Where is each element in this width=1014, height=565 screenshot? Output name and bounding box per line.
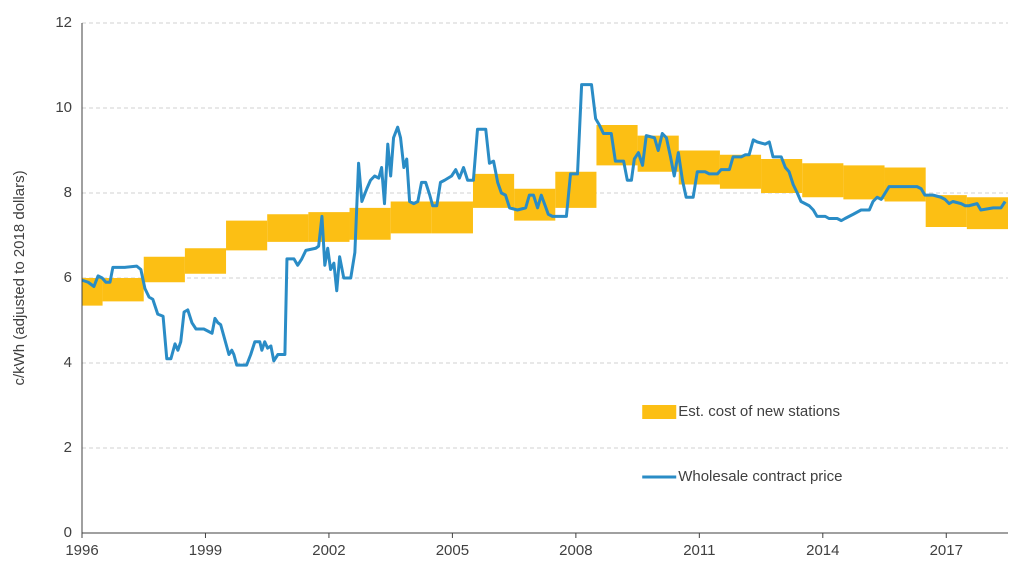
cost-band xyxy=(843,165,885,200)
x-tick-label: 2014 xyxy=(806,542,839,559)
cost-band xyxy=(678,150,720,185)
legend-label: Est. cost of new stations xyxy=(678,403,840,420)
cost-band xyxy=(802,163,844,198)
x-tick-label: 1996 xyxy=(65,542,98,559)
cost-band xyxy=(267,214,309,242)
cost-band xyxy=(102,278,144,302)
x-tick-label: 1999 xyxy=(189,542,222,559)
y-axis-label: c/kWh (adjusted to 2018 dollars) xyxy=(11,170,28,385)
x-tick-label: 2017 xyxy=(930,542,963,559)
price-line xyxy=(81,83,1007,367)
cost-band xyxy=(184,248,227,274)
x-tick-label: 2011 xyxy=(683,542,715,559)
cost-band xyxy=(82,278,103,306)
y-tick-label: 10 xyxy=(55,99,72,116)
legend-swatch xyxy=(642,405,677,419)
y-tick-label: 4 xyxy=(64,354,72,371)
y-tick-label: 8 xyxy=(64,184,72,201)
y-tick-label: 6 xyxy=(64,269,72,286)
cost-band xyxy=(966,197,1008,230)
cost-band xyxy=(884,167,926,202)
legend-label: Wholesale contract price xyxy=(678,468,842,485)
x-tick-label: 2005 xyxy=(436,542,469,559)
cost-band xyxy=(719,154,762,189)
x-tick-label: 2002 xyxy=(312,542,345,559)
y-tick-label: 2 xyxy=(64,439,72,456)
cost-band xyxy=(431,201,473,234)
y-tick-label: 0 xyxy=(64,524,72,541)
cost-band xyxy=(226,220,268,251)
cost-band xyxy=(143,256,185,283)
cost-band xyxy=(308,212,350,242)
y-tick-label: 12 xyxy=(55,14,72,31)
cost-band xyxy=(555,171,597,208)
x-tick-label: 2008 xyxy=(559,542,592,559)
cost-band xyxy=(390,201,432,234)
